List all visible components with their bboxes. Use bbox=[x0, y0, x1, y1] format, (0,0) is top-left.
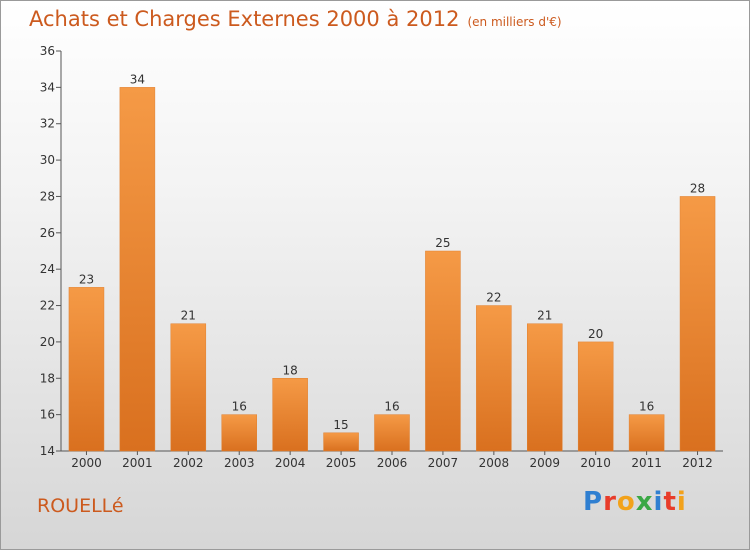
bar bbox=[221, 414, 257, 452]
bar-value-label: 16 bbox=[639, 400, 654, 414]
bar bbox=[374, 414, 410, 452]
y-tick-label: 16 bbox=[40, 408, 55, 422]
logo-letter: i bbox=[653, 487, 664, 517]
y-tick-label: 28 bbox=[40, 189, 55, 203]
bar bbox=[628, 414, 665, 452]
x-tick-label: 2009 bbox=[529, 456, 560, 470]
x-tick-label: 2001 bbox=[122, 456, 153, 470]
x-tick-label: 2012 bbox=[682, 456, 713, 470]
proxiti-logo: Proxiti bbox=[583, 487, 687, 517]
bar bbox=[476, 305, 512, 452]
bar-value-label: 16 bbox=[232, 400, 247, 414]
y-tick-label: 14 bbox=[40, 444, 55, 458]
logo-letter: t bbox=[663, 487, 677, 517]
bar bbox=[577, 341, 614, 452]
bar-value-label: 16 bbox=[384, 400, 399, 414]
bar-value-label: 18 bbox=[283, 363, 298, 377]
logo-letter: r bbox=[603, 487, 617, 517]
y-tick-label: 24 bbox=[40, 262, 55, 276]
x-tick-label: 2005 bbox=[326, 456, 357, 470]
x-tick-label: 2002 bbox=[173, 456, 204, 470]
bar-value-label: 21 bbox=[537, 309, 552, 323]
y-tick-label: 18 bbox=[40, 371, 55, 385]
bar bbox=[170, 323, 207, 452]
y-tick-label: 30 bbox=[40, 153, 55, 167]
y-tick-label: 20 bbox=[40, 335, 55, 349]
logo-letter: o bbox=[616, 487, 636, 517]
y-tick-label: 34 bbox=[40, 80, 55, 94]
x-tick-label: 2011 bbox=[631, 456, 662, 470]
bar bbox=[425, 250, 461, 452]
bar bbox=[272, 378, 308, 452]
bar-value-label: 20 bbox=[588, 327, 603, 341]
chart-title: Achats et Charges Externes 2000 à 2012 bbox=[29, 7, 460, 31]
x-tick-label: 2006 bbox=[377, 456, 408, 470]
x-tick-label: 2010 bbox=[580, 456, 611, 470]
logo-letter: P bbox=[583, 487, 604, 517]
bar bbox=[68, 287, 105, 452]
x-tick-label: 2003 bbox=[224, 456, 255, 470]
y-tick-label: 36 bbox=[40, 44, 55, 58]
bar-value-label: 21 bbox=[181, 309, 196, 323]
y-tick-label: 22 bbox=[40, 299, 55, 313]
bar-value-label: 25 bbox=[435, 236, 450, 250]
y-tick-label: 26 bbox=[40, 226, 55, 240]
bar bbox=[679, 196, 716, 452]
logo-letter: i bbox=[676, 487, 687, 517]
bar bbox=[119, 87, 156, 452]
x-tick-label: 2007 bbox=[428, 456, 459, 470]
chart-title-block: Achats et Charges Externes 2000 à 2012 (e… bbox=[29, 7, 562, 31]
bar-value-label: 22 bbox=[486, 291, 501, 305]
bar bbox=[527, 323, 563, 452]
bar-value-label: 28 bbox=[690, 181, 705, 195]
bar-value-label: 23 bbox=[79, 272, 94, 286]
y-tick-label: 32 bbox=[40, 117, 55, 131]
place-name: ROUELLé bbox=[37, 495, 124, 517]
bar-value-label: 15 bbox=[333, 418, 348, 432]
x-tick-label: 2004 bbox=[275, 456, 306, 470]
bar bbox=[323, 432, 359, 452]
logo-letter: x bbox=[635, 487, 654, 517]
bar-value-label: 34 bbox=[130, 72, 145, 86]
chart-subtitle: (en milliers d'€) bbox=[467, 15, 562, 29]
x-tick-label: 2008 bbox=[479, 456, 510, 470]
x-tick-label: 2000 bbox=[71, 456, 102, 470]
